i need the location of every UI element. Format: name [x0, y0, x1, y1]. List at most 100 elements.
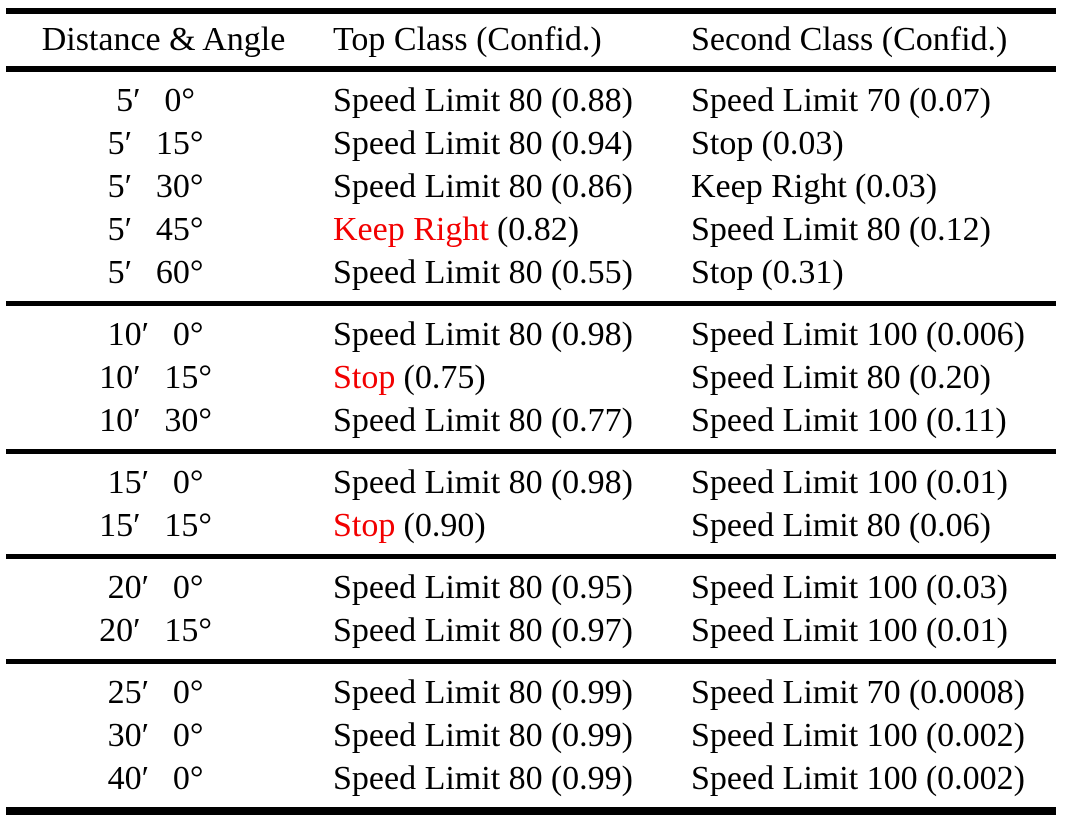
second-class-name: Stop — [691, 254, 754, 291]
distance-angle-value: 10′ 0° — [107, 316, 204, 353]
second-class-confidence: (0.01) — [925, 464, 1008, 501]
second-class-cell: Speed Limit 100 (0.11) — [679, 399, 1056, 452]
top-class-confidence: (0.75) — [403, 359, 486, 396]
top-class-cell: Stop (0.90) — [321, 504, 679, 557]
top-class-name: Speed Limit 80 — [333, 717, 543, 754]
column-header-second-class: Second Class (Confid.) — [691, 21, 1008, 58]
second-class-cell: Speed Limit 100 (0.01) — [679, 452, 1056, 505]
top-class-cell: Speed Limit 80 (0.99) — [321, 714, 679, 757]
second-class-confidence: (0.11) — [925, 402, 1007, 439]
table-row: 30′ 0° Speed Limit 80 (0.99) Speed Limit … — [6, 714, 1056, 757]
distance-angle-cell: 5′ 30° — [6, 165, 321, 208]
top-class-cell: Speed Limit 80 (0.86) — [321, 165, 679, 208]
top-class-cell: Speed Limit 80 (0.55) — [321, 251, 679, 304]
top-class-name: Speed Limit 80 — [333, 402, 543, 439]
second-class-cell: Stop (0.03) — [679, 122, 1056, 165]
top-class-name: Stop — [333, 359, 396, 396]
second-class-confidence: (0.20) — [908, 359, 991, 396]
distance-angle-value: 15′ 0° — [107, 464, 204, 501]
top-class-confidence: (0.98) — [550, 464, 633, 501]
second-class-confidence: (0.12) — [908, 211, 991, 248]
top-class-name: Speed Limit 80 — [333, 464, 543, 501]
top-class-confidence: (0.98) — [550, 316, 633, 353]
second-class-name: Speed Limit 100 — [691, 464, 918, 501]
column-header-distance-angle: Distance & Angle — [41, 21, 286, 58]
table-row: 5′ 60° Speed Limit 80 (0.55) Stop (0.31) — [6, 251, 1056, 304]
top-class-cell: Speed Limit 80 (0.97) — [321, 609, 679, 662]
distance-angle-cell: 30′ 0° — [6, 714, 321, 757]
second-class-cell: Speed Limit 100 (0.002) — [679, 714, 1056, 757]
top-class-name: Speed Limit 80 — [333, 254, 543, 291]
row-group: 15′ 0° Speed Limit 80 (0.98) Speed Limit … — [6, 451, 1056, 557]
distance-angle-cell: 15′ 15° — [6, 504, 321, 557]
top-class-confidence: (0.90) — [403, 507, 486, 544]
table-row: 20′ 15° Speed Limit 80 (0.97) Speed Limit… — [6, 609, 1056, 662]
distance-angle-value: 20′ 0° — [107, 569, 204, 606]
top-class-confidence: (0.97) — [550, 612, 633, 649]
second-class-name: Keep Right — [691, 168, 847, 205]
top-class-cell: Keep Right (0.82) — [321, 208, 679, 251]
second-class-name: Speed Limit 100 — [691, 717, 918, 754]
second-class-confidence: (0.31) — [761, 254, 844, 291]
top-class-confidence: (0.95) — [550, 569, 633, 606]
distance-angle-value: 20′ 15° — [99, 612, 212, 649]
table-header: Distance & Angle Top Class (Confid.) Sec… — [6, 11, 1056, 69]
top-class-confidence: (0.99) — [550, 760, 633, 797]
distance-angle-cell: 5′ 45° — [6, 208, 321, 251]
second-class-confidence: (0.06) — [908, 507, 991, 544]
top-class-name: Speed Limit 80 — [333, 612, 543, 649]
row-group: 25′ 0° Speed Limit 80 (0.99) Speed Limit … — [6, 661, 1056, 812]
second-class-confidence: (0.002) — [925, 760, 1025, 797]
second-class-name: Speed Limit 100 — [691, 569, 918, 606]
distance-angle-cell: 10′ 0° — [6, 304, 321, 357]
header-row: Distance & Angle Top Class (Confid.) Sec… — [6, 11, 1056, 69]
second-class-cell: Stop (0.31) — [679, 251, 1056, 304]
second-class-name: Speed Limit 80 — [691, 507, 901, 544]
second-class-cell: Speed Limit 100 (0.002) — [679, 757, 1056, 811]
second-class-confidence: (0.01) — [925, 612, 1008, 649]
top-class-cell: Speed Limit 80 (0.99) — [321, 662, 679, 715]
top-class-cell: Speed Limit 80 (0.77) — [321, 399, 679, 452]
top-class-cell: Speed Limit 80 (0.98) — [321, 452, 679, 505]
top-class-name: Speed Limit 80 — [333, 316, 543, 353]
table-row: 25′ 0° Speed Limit 80 (0.99) Speed Limit … — [6, 662, 1056, 715]
distance-angle-cell: 10′ 15° — [6, 356, 321, 399]
second-class-cell: Speed Limit 80 (0.20) — [679, 356, 1056, 399]
distance-angle-value: 5′ 45° — [107, 211, 204, 248]
table-row: 10′ 0° Speed Limit 80 (0.98) Speed Limit … — [6, 304, 1056, 357]
second-class-confidence: (0.002) — [925, 717, 1025, 754]
distance-angle-cell: 20′ 15° — [6, 609, 321, 662]
second-class-confidence: (0.006) — [925, 316, 1025, 353]
top-class-name: Speed Limit 80 — [333, 168, 543, 205]
table-row: 5′ 30° Speed Limit 80 (0.86) Keep Right (0… — [6, 165, 1056, 208]
distance-angle-cell: 25′ 0° — [6, 662, 321, 715]
second-class-confidence: (0.0008) — [908, 674, 1025, 711]
distance-angle-value: 30′ 0° — [107, 717, 204, 754]
distance-angle-cell: 5′ 15° — [6, 122, 321, 165]
distance-angle-value: 5′ 30° — [107, 168, 204, 205]
second-class-name: Speed Limit 70 — [691, 82, 901, 119]
top-class-cell: Speed Limit 80 (0.95) — [321, 557, 679, 610]
distance-angle-value: 15′ 15° — [99, 507, 212, 544]
top-class-confidence: (0.99) — [550, 674, 633, 711]
top-class-name: Speed Limit 80 — [333, 82, 543, 119]
table-row: 20′ 0° Speed Limit 80 (0.95) Speed Limit … — [6, 557, 1056, 610]
table-row: 10′ 30° Speed Limit 80 (0.77) Speed Limit… — [6, 399, 1056, 452]
top-class-confidence: (0.77) — [550, 402, 633, 439]
distance-angle-value: 10′ 30° — [99, 402, 212, 439]
top-class-confidence: (0.82) — [496, 211, 580, 248]
distance-angle-cell: 40′ 0° — [6, 757, 321, 811]
second-class-cell: Speed Limit 80 (0.06) — [679, 504, 1056, 557]
second-class-confidence: (0.03) — [925, 569, 1008, 606]
second-class-name: Speed Limit 70 — [691, 674, 901, 711]
second-class-name: Speed Limit 80 — [691, 211, 901, 248]
second-class-name: Speed Limit 100 — [691, 316, 918, 353]
table-row: 5′ 45° Keep Right (0.82) Speed Limit 80 (0… — [6, 208, 1056, 251]
top-class-name: Keep Right — [333, 211, 489, 248]
second-class-confidence: (0.07) — [908, 82, 991, 119]
second-class-cell: Speed Limit 100 (0.006) — [679, 304, 1056, 357]
second-class-name: Speed Limit 100 — [691, 402, 918, 439]
second-class-confidence: (0.03) — [854, 168, 938, 205]
top-class-cell: Speed Limit 80 (0.98) — [321, 304, 679, 357]
distance-angle-value: 5′ 15° — [107, 125, 204, 162]
